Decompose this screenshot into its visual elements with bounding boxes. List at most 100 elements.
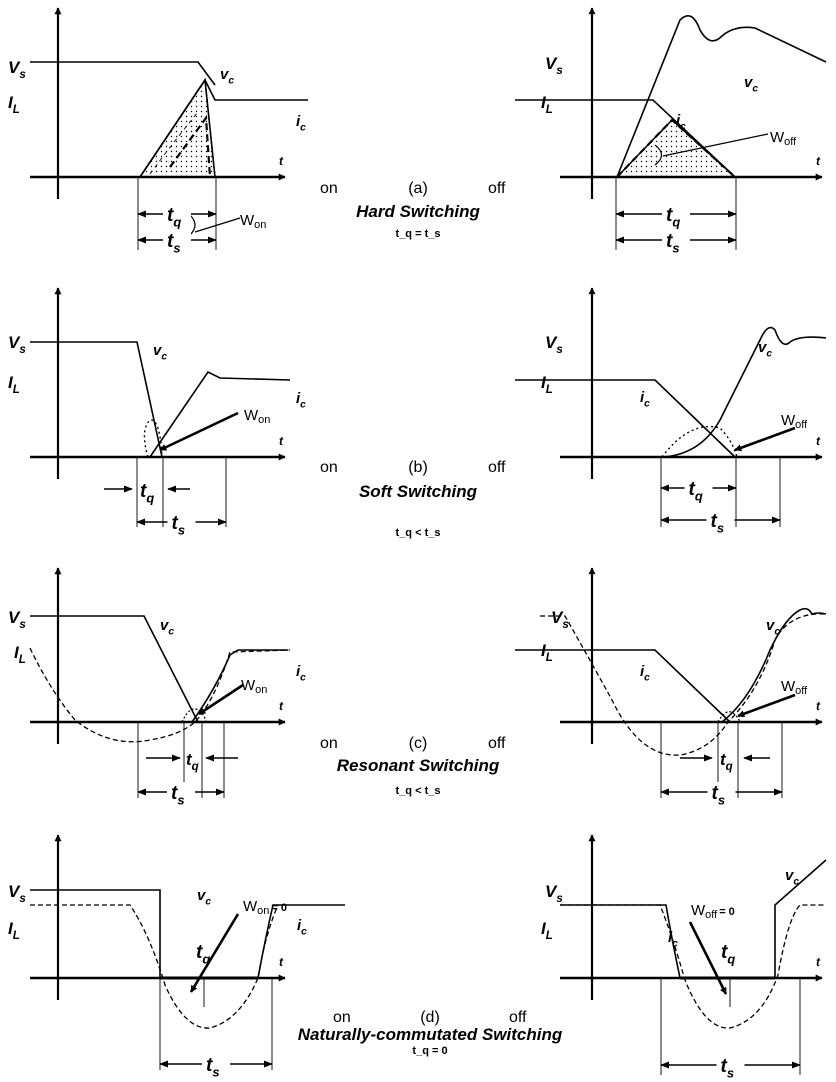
energy-loss-label: Won = 0 <box>243 898 287 917</box>
off-label: off <box>488 459 506 476</box>
load-current-label: IL <box>14 643 26 666</box>
collector-voltage-label: vc <box>153 342 167 363</box>
on-label: on <box>320 735 338 752</box>
panel-tag: (c) <box>409 735 428 752</box>
source-voltage-label: Vs <box>8 608 26 631</box>
voltage-vc <box>30 889 161 978</box>
condition-label: t_q = t_s <box>396 228 441 240</box>
label-background <box>706 510 735 530</box>
resonant-voltage-dashed <box>560 904 826 1029</box>
label-background <box>202 1054 230 1074</box>
on-label: on <box>320 459 338 476</box>
row-c-left-ts-label: ts <box>171 783 185 808</box>
loss-power-dashed <box>616 118 736 178</box>
time-axis-label: t <box>816 154 821 168</box>
resonant-voltage-dashed <box>540 613 827 756</box>
voltage-vc <box>616 14 827 178</box>
energy-area <box>138 77 216 178</box>
load-current-label: IL <box>541 641 553 664</box>
time-axis-label: t <box>816 434 821 448</box>
leader-arrow <box>198 683 244 716</box>
energy-loss-label: Won <box>241 677 267 696</box>
time-axis-label: t <box>279 699 284 713</box>
row-c-right-tq-label: tq <box>720 750 733 773</box>
row-a-right-ts-label: ts <box>666 231 680 256</box>
collector-voltage-label: vc <box>744 74 758 95</box>
energy-loss-label: Woff <box>781 412 808 431</box>
load-current-label: IL <box>8 919 20 942</box>
voltage-vc <box>30 341 163 458</box>
voltage-vc <box>774 859 827 978</box>
source-voltage-label: Vs <box>551 608 569 631</box>
resonant-current-dashed <box>29 647 291 743</box>
row-b-right-ts-label: ts <box>711 511 725 536</box>
condition-label: t_q < t_s <box>396 527 441 539</box>
leader-arrow <box>189 913 240 993</box>
current-ic <box>257 904 345 979</box>
collector-current-label: ic <box>668 929 678 950</box>
row-a-left-tq-label: tq <box>167 205 181 230</box>
label-background <box>167 512 196 532</box>
row-b-left-tq-label: tq <box>140 481 154 506</box>
leader-line <box>194 217 241 233</box>
row-b-right-tq-label: tq <box>689 479 703 504</box>
loss-power-dotted <box>143 419 163 458</box>
off-label: off <box>488 735 506 752</box>
current-ic <box>515 379 736 458</box>
off-label: off <box>488 180 506 197</box>
voltage-vc <box>30 61 216 86</box>
time-axis-label: t <box>279 434 284 448</box>
row-d-right-tq-label: tq <box>721 942 735 967</box>
energy-squiggle <box>654 144 663 166</box>
collector-current-label: ic <box>296 113 306 134</box>
collector-current-label: ic <box>640 389 650 410</box>
source-voltage-label: Vs <box>545 333 563 356</box>
current-ic <box>515 649 731 723</box>
load-current-label: IL <box>8 93 20 116</box>
current-ic <box>560 904 681 979</box>
leader-arrow <box>688 921 728 995</box>
load-current-label: IL <box>541 373 553 396</box>
collector-voltage-label: vc <box>766 617 780 638</box>
label-background <box>163 230 191 250</box>
source-voltage-label: Vs <box>8 58 26 81</box>
current-ic <box>191 649 288 723</box>
switching-mode-caption: Resonant Switching <box>337 756 500 775</box>
row-c-left-tq-label: tq <box>186 750 199 773</box>
collector-current-label: ic <box>640 663 650 684</box>
on-label: on <box>333 1009 351 1026</box>
row-a-right-tq-label: tq <box>666 205 680 230</box>
time-axis-label: t <box>279 154 284 168</box>
leader-arrow <box>734 426 796 452</box>
switching-mode-caption: Naturally-commutated Switching <box>298 1025 563 1044</box>
on-label: on <box>320 180 338 197</box>
switching-mode-caption: Soft Switching <box>359 482 478 501</box>
label-background <box>716 1055 745 1075</box>
collector-voltage-label: vc <box>785 867 799 888</box>
condition-label: t_q < t_s <box>396 785 441 797</box>
time-axis-label: t <box>816 955 821 969</box>
time-axis-label: t <box>816 699 821 713</box>
collector-current-label: ic <box>296 663 306 684</box>
row-c-right-ts-label: ts <box>712 783 726 808</box>
leader-arrow <box>737 693 796 718</box>
resonant-current-dashed <box>30 904 279 1029</box>
source-voltage-label: Vs <box>545 54 563 77</box>
time-axis-label: t <box>279 955 284 969</box>
label-background <box>684 478 713 498</box>
switching-mode-caption: Hard Switching <box>356 202 480 221</box>
source-voltage-label: Vs <box>545 882 563 905</box>
panel-tag: (d) <box>420 1009 440 1026</box>
label-background <box>707 782 736 802</box>
collector-voltage-label: vc <box>220 66 234 87</box>
panel-tag: (a) <box>408 180 428 197</box>
voltage-vc <box>721 607 827 723</box>
load-current-label: IL <box>8 373 20 396</box>
collector-voltage-label: vc <box>758 339 772 360</box>
condition-label: t_q = 0 <box>412 1045 447 1057</box>
loss-power-dashed <box>149 111 199 175</box>
collector-current-label: ic <box>297 917 307 938</box>
collector-current-label: ic <box>676 112 686 133</box>
collector-current-label: ic <box>296 390 306 411</box>
